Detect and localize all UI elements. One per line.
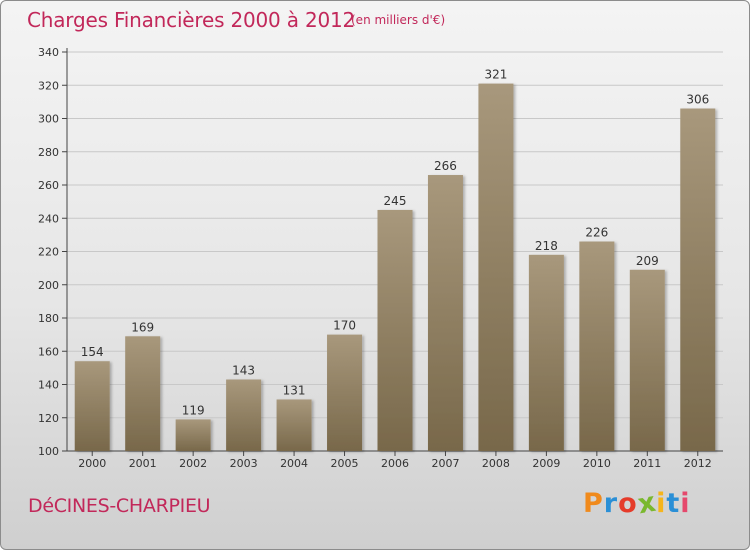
logo-letter: i (680, 488, 691, 519)
bar-2006 (377, 209, 413, 451)
city-name: DéCINES-CHARPIEU (28, 495, 211, 517)
bar-2011 (629, 269, 665, 451)
y-tick-label: 120 (38, 412, 59, 425)
bar-2002 (175, 419, 211, 451)
x-tick-label: 2003 (230, 457, 258, 470)
data-label: 321 (484, 68, 507, 82)
y-tick-label: 100 (38, 445, 59, 458)
y-tick-label: 140 (38, 379, 59, 392)
bar-2012 (680, 108, 716, 452)
logo-letter: t (666, 488, 681, 519)
data-label: 245 (384, 194, 407, 208)
y-tick-label: 340 (38, 46, 59, 59)
bar-2009 (528, 254, 564, 451)
data-label: 266 (434, 159, 457, 173)
bar-2007 (427, 175, 463, 451)
y-tick-label: 300 (38, 113, 59, 126)
y-tick-label: 260 (38, 179, 59, 192)
y-tick-label: 180 (38, 312, 59, 325)
bar-2000 (74, 361, 110, 451)
bar-2010 (579, 241, 615, 451)
proxiti-logo: Proxiti (583, 487, 691, 521)
data-label: 154 (81, 345, 104, 359)
bar-2005 (327, 334, 363, 451)
data-label: 306 (686, 93, 709, 107)
y-tick-label: 200 (38, 279, 59, 292)
y-tick-label: 280 (38, 146, 59, 159)
bar-2001 (125, 336, 161, 451)
x-tick-label: 2007 (431, 457, 459, 470)
x-tick-label: 2011 (633, 457, 661, 470)
data-label: 218 (535, 239, 558, 253)
chart-title: Charges Financières 2000 à 2012 (27, 8, 356, 32)
bar-2004 (276, 399, 312, 451)
data-label: 209 (636, 254, 659, 268)
logo-letter: r (603, 488, 619, 519)
bar-2003 (226, 379, 262, 451)
x-tick-label: 2002 (179, 457, 207, 470)
data-label: 169 (131, 320, 154, 334)
x-tick-label: 2000 (78, 457, 106, 470)
data-label: 131 (283, 383, 306, 397)
chart-subtitle: (en milliers d'€) (351, 13, 446, 27)
data-label: 226 (585, 226, 608, 240)
x-tick-label: 2004 (280, 457, 308, 470)
y-tick-label: 220 (38, 246, 59, 259)
x-tick-label: 2008 (482, 457, 510, 470)
x-tick-label: 2010 (583, 457, 611, 470)
x-tick-label: 2012 (684, 457, 712, 470)
y-tick-label: 160 (38, 345, 59, 358)
x-tick-label: 2009 (532, 457, 560, 470)
y-tick-label: 240 (38, 212, 59, 225)
logo-letter: i (656, 488, 667, 519)
logo-letter: o (618, 488, 638, 519)
x-tick-label: 2005 (331, 457, 359, 470)
data-label: 143 (232, 364, 255, 378)
x-tick-label: 2006 (381, 457, 409, 470)
x-tick-label: 2001 (129, 457, 157, 470)
bar-2008 (478, 83, 514, 452)
y-tick-label: 320 (38, 79, 59, 92)
data-label: 170 (333, 319, 356, 333)
logo-letter: P (583, 488, 604, 519)
data-label: 119 (182, 403, 205, 417)
